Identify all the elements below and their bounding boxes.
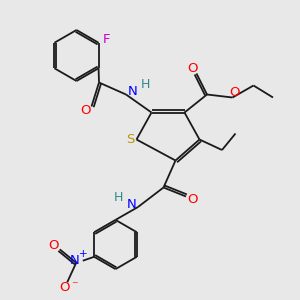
Text: O: O — [187, 193, 198, 206]
Text: O: O — [48, 239, 59, 252]
Text: H: H — [141, 78, 150, 92]
Text: O: O — [80, 104, 91, 118]
Text: O: O — [59, 281, 69, 294]
Text: N: N — [128, 85, 137, 98]
Text: S: S — [126, 133, 135, 146]
Text: F: F — [103, 33, 111, 46]
Text: N: N — [127, 197, 136, 211]
Text: ⁻: ⁻ — [71, 279, 78, 292]
Text: +: + — [79, 249, 87, 260]
Text: O: O — [230, 86, 240, 100]
Text: O: O — [188, 62, 198, 76]
Text: N: N — [70, 254, 80, 267]
Text: H: H — [114, 191, 123, 204]
